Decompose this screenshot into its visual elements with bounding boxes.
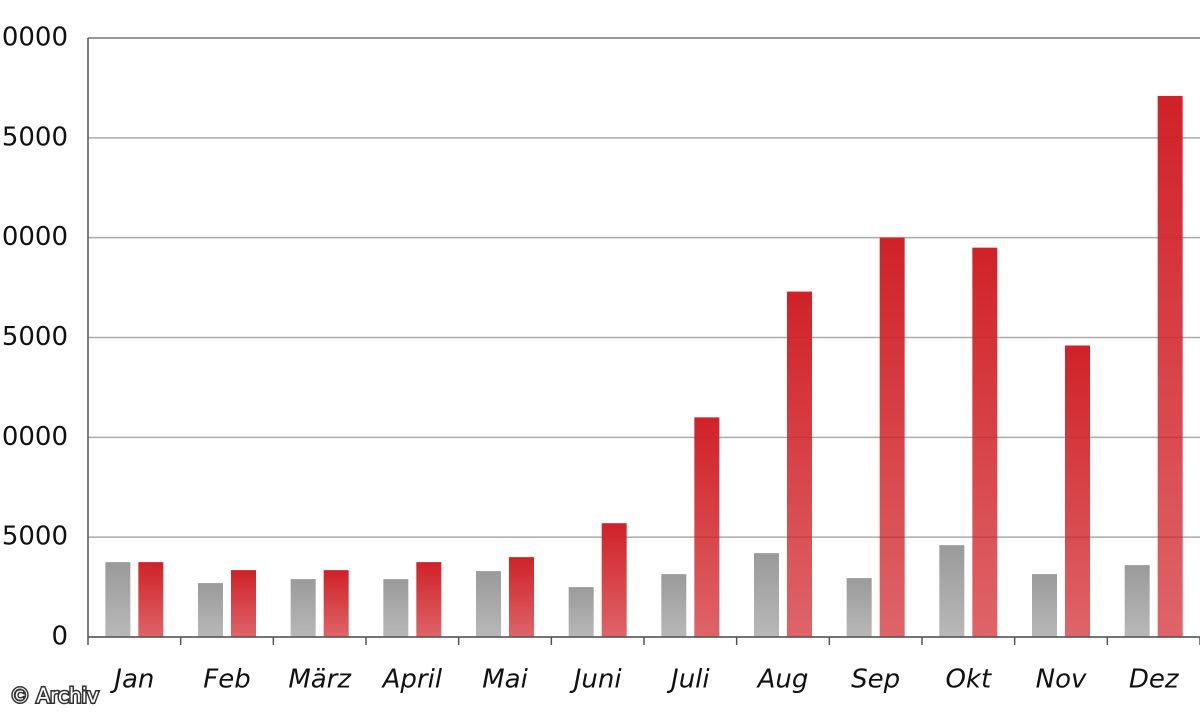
y-tick-label: 10000 (0, 422, 68, 452)
x-tick-label: April (381, 665, 443, 695)
bar (383, 579, 409, 637)
bar (509, 557, 534, 637)
bar (601, 523, 627, 637)
bar (290, 579, 316, 637)
bar (754, 553, 779, 637)
bar (694, 417, 720, 637)
bar (1065, 345, 1090, 637)
bar (568, 587, 594, 637)
bar (198, 583, 223, 637)
bar (138, 562, 164, 637)
x-tick-label: Juli (666, 665, 710, 695)
y-tick-label: 5000 (2, 522, 68, 552)
x-tick-label: Juni (569, 665, 623, 695)
watermark: © Archiv (10, 684, 99, 708)
y-tick-label: 15000 (0, 322, 68, 352)
bar (231, 570, 256, 637)
x-tick-label: Okt (945, 665, 992, 695)
x-tick-label: Sep (851, 665, 900, 695)
x-tick-label: Nov (1036, 665, 1087, 695)
y-tick-label: 25000 (0, 122, 68, 152)
bar (1157, 95, 1183, 638)
bar (939, 545, 965, 637)
x-tick-label: März (288, 665, 352, 695)
bar (846, 578, 872, 637)
bar (972, 247, 998, 637)
y-tick-label: 20000 (0, 222, 68, 252)
bar (323, 570, 349, 637)
x-tick-label: Jan (109, 665, 154, 695)
x-tick-label: Dez (1129, 665, 1180, 695)
bar (416, 562, 442, 637)
x-tick-label: Feb (203, 665, 250, 695)
bar (879, 237, 905, 637)
bar (105, 562, 131, 637)
bar (787, 291, 812, 637)
bar (1124, 565, 1150, 637)
x-tick-label: Aug (756, 665, 809, 695)
bar (1032, 574, 1057, 637)
y-tick-label: 30000 (0, 23, 68, 53)
bar (476, 571, 501, 637)
y-tick-label: 0 (51, 622, 68, 652)
bar (661, 574, 687, 637)
x-tick-label: Mai (482, 665, 528, 695)
